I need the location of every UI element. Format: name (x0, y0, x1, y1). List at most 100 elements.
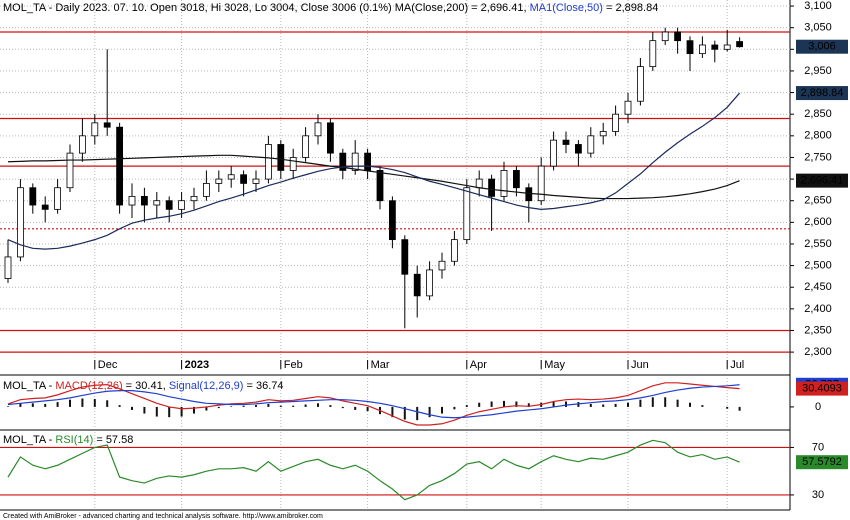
y-tick-label: 70 (812, 441, 824, 453)
candle-body (413, 273, 421, 297)
candle-body (202, 183, 210, 197)
candle-body (91, 122, 99, 137)
candle-body (575, 144, 582, 154)
candle-body (612, 113, 619, 132)
candle-body (388, 200, 396, 241)
title-segment: = 2,898.84 (603, 2, 658, 14)
y-tick-label: 30 (812, 489, 824, 501)
candle-body (277, 144, 285, 171)
candle-body (525, 187, 533, 202)
candle-body (438, 260, 446, 271)
value-badge-label: 30.4093 (802, 383, 842, 395)
y-tick-label: 2,950 (804, 65, 832, 77)
candle-body (513, 170, 520, 189)
y-tick-label: 2,350 (804, 324, 832, 336)
series-line (7, 92, 741, 250)
title-segment: MOL_TA - Daily 2023. 07. 10. Open 3018, … (3, 2, 530, 14)
y-tick-label: 2,550 (804, 238, 832, 250)
candle-body (314, 122, 322, 137)
value-badge (796, 39, 848, 54)
y-tick-label: 3,100 (804, 0, 832, 12)
candle-body (140, 195, 148, 206)
series-line (7, 384, 740, 419)
candle-body (426, 269, 434, 297)
candle-body (587, 135, 595, 154)
x-tick-label: Feb (284, 359, 303, 371)
candle-body (661, 31, 669, 42)
candle-body (289, 157, 297, 171)
x-tick-label: 2023 (185, 359, 209, 371)
y-tick-label: 2,800 (804, 130, 832, 142)
value-badge-label: 3,006 (808, 41, 836, 53)
title-segment: = 57.58 (93, 434, 133, 446)
value-badge (796, 381, 848, 396)
candle-body (463, 187, 471, 241)
value-badge-label: 2,696.41 (801, 175, 844, 187)
title-segment: MA1(Close,50) (530, 2, 603, 14)
value-badge (796, 455, 848, 470)
candle-body (54, 187, 61, 210)
y-tick-label: 3,050 (804, 22, 832, 34)
y-tick-label: 2,500 (804, 259, 832, 271)
candle-body (302, 135, 310, 158)
y-tick-label: 2,600 (804, 216, 832, 228)
candle-body (153, 200, 161, 206)
value-badge (796, 173, 848, 188)
candle-body (649, 40, 657, 68)
candle-body (41, 204, 49, 210)
series-line (7, 154, 740, 200)
candle-body (599, 131, 607, 137)
candle-body (128, 195, 136, 206)
value-badge-label: 2,898.84 (801, 87, 844, 99)
y-tick-label: 2,850 (804, 108, 832, 120)
y-tick-label: 2,400 (804, 303, 832, 315)
candle-body (178, 200, 186, 210)
candle-body (550, 139, 557, 167)
x-tick-label: Apr (470, 359, 487, 371)
series-line (7, 439, 740, 501)
title-segment: RSI(14) (55, 434, 93, 446)
x-tick-label: Jun (631, 359, 649, 371)
title-segment: = 30.41, (123, 380, 169, 392)
candle-body (711, 44, 719, 50)
candle-body (624, 100, 632, 115)
panel-title: MOL_TA - MACD(12,26) = 30.41, Signal(12,… (3, 380, 284, 392)
panel-title: MOL_TA - RSI(14) = 57.58 (3, 434, 133, 446)
candle-body (699, 44, 706, 55)
candle-body (401, 239, 409, 275)
candle-body (351, 152, 359, 171)
candle-body (264, 144, 272, 180)
panel-title: MOL_TA - Daily 2023. 07. 10. Open 3018, … (3, 2, 658, 14)
y-tick-label: 2,650 (804, 195, 832, 207)
candle-body (79, 135, 86, 154)
y-tick-label: 2,450 (804, 281, 832, 293)
x-tick-label: Dec (98, 359, 118, 371)
y-tick-label: 2,750 (804, 151, 832, 163)
candle-body (339, 152, 347, 171)
candle-body (500, 170, 508, 197)
candle-body (190, 195, 198, 202)
candle-body (116, 126, 123, 206)
candle-body (723, 44, 731, 50)
title-segment: MACD(12,26) (55, 380, 122, 392)
candle-body (227, 174, 235, 180)
x-tick-label: Jul (730, 359, 744, 371)
candle-body (252, 178, 260, 184)
title-segment: MOL_TA - (3, 434, 55, 446)
candle-body (4, 256, 12, 279)
candle-body (450, 239, 458, 262)
candle-body (215, 178, 223, 184)
candle-body (686, 40, 694, 55)
y-tick-label: 2,300 (804, 346, 832, 358)
candle-body (562, 139, 570, 145)
candle-body (537, 165, 545, 202)
x-tick-label: May (544, 359, 565, 371)
candle-body (736, 41, 743, 48)
y-tick-label: 0 (815, 401, 821, 413)
candle-body (66, 152, 74, 189)
title-segment: MOL_TA - (3, 380, 55, 392)
value-badge (796, 86, 848, 101)
candle-body (376, 170, 384, 202)
